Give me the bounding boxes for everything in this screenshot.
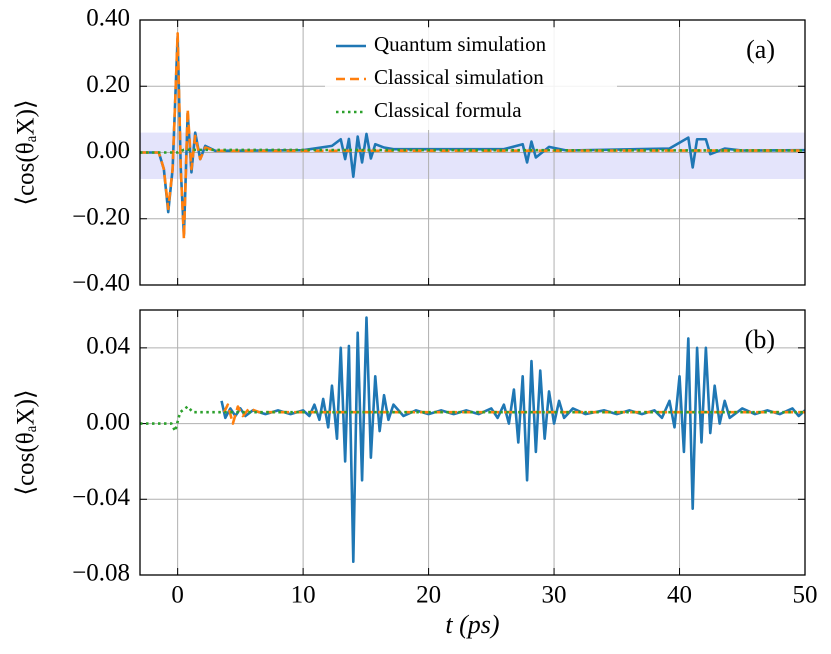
legend-box	[325, 28, 617, 130]
legend-label: Classical formula	[374, 98, 522, 122]
legend-label: Quantum simulation	[374, 32, 547, 56]
series-line	[220, 316, 805, 564]
y-tick-label: 0.20	[86, 71, 130, 98]
panel: 0 10 20 30 40 50 −0.08 −0.04 0.00 0.04 (b) ⟨cos(θₐX…	[13, 309, 818, 639]
x-axis-label: t (ps)	[445, 610, 499, 639]
y-tick-label: −0.04	[72, 484, 130, 511]
panel: −0.40 −0.20 0.00 0.20 0.40 (a) ⟨cos(θₐX)⟩ Quant…	[13, 5, 806, 297]
x-tick-label: 40	[667, 582, 692, 609]
series-line	[140, 405, 805, 433]
x-tick-label: 30	[542, 582, 567, 609]
y-tick-label: 0.00	[86, 408, 130, 435]
x-tick-label: 50	[793, 582, 818, 609]
y-tick-label: 0.00	[86, 137, 130, 164]
series-line	[140, 31, 805, 240]
panel-annotation: (b)	[745, 325, 775, 354]
series-group	[140, 31, 805, 240]
y-tick-label: −0.40	[72, 270, 130, 297]
series-line	[222, 403, 805, 425]
y-tick-label: 0.40	[86, 5, 130, 32]
plot-frame	[139, 19, 806, 286]
x-tick-label: 20	[416, 582, 441, 609]
x-tick-label: 0	[171, 582, 184, 609]
y-axis-label: ⟨cos(θₐX)⟩	[13, 99, 40, 205]
y-tick-label: 0.04	[86, 333, 130, 360]
y-tick-label: −0.20	[72, 203, 130, 230]
x-tick-label: 10	[291, 582, 316, 609]
legend-label: Classical simulation	[374, 65, 544, 89]
plot-frame	[139, 309, 806, 576]
series-line	[140, 148, 805, 154]
y-axis-label: ⟨cos(θₐX)⟩	[13, 389, 40, 495]
y-tick-label: −0.08	[72, 560, 130, 587]
series-group	[140, 316, 805, 564]
panel-annotation: (a)	[746, 35, 775, 64]
